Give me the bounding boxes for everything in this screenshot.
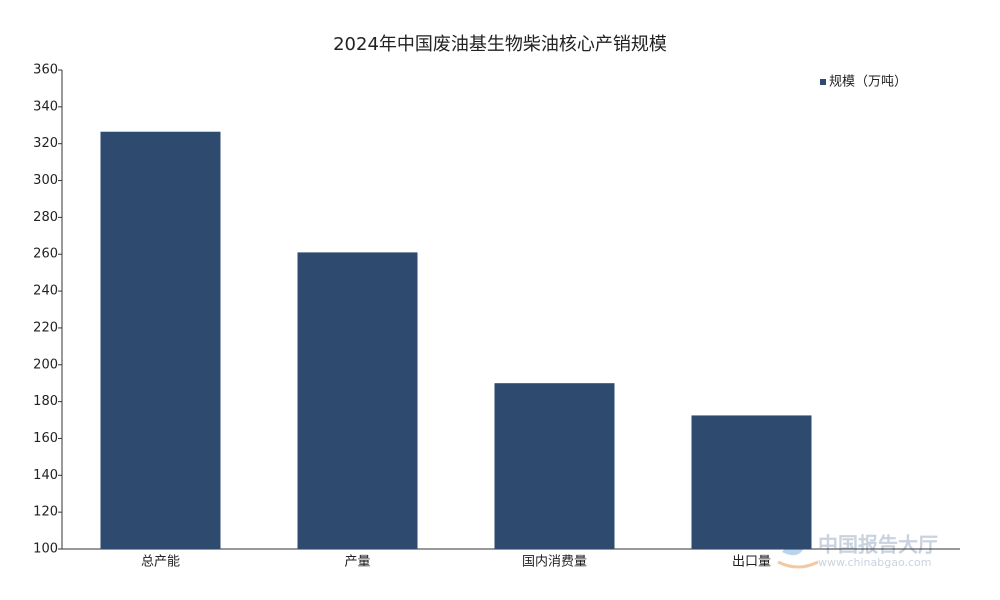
y-tick-label: 260 <box>33 247 58 262</box>
watermark: 中国报告大厅 www.chinabgao.com <box>777 533 938 569</box>
legend-label: 规模（万吨） <box>829 75 907 90</box>
x-tick-label: 国内消费量 <box>522 554 587 570</box>
y-tick-label: 280 <box>33 210 58 225</box>
watermark-name: 中国报告大厅 <box>818 533 938 557</box>
y-tick-label: 180 <box>33 394 58 409</box>
y-tick-label: 300 <box>33 173 58 188</box>
y-tick-label: 100 <box>33 542 58 557</box>
y-tick-label: 320 <box>33 136 58 151</box>
y-tick-label: 200 <box>33 357 58 372</box>
y-tick-label: 160 <box>33 431 58 446</box>
bar <box>494 383 615 549</box>
x-tick-label: 出口量 <box>732 555 771 570</box>
y-tick-label: 120 <box>33 505 58 520</box>
y-tick-label: 240 <box>33 284 58 299</box>
y-tick-label: 360 <box>33 63 58 78</box>
watermark-logo <box>777 560 819 569</box>
y-tick-label: 340 <box>33 99 58 114</box>
bar <box>691 415 812 549</box>
x-tick-label: 总产能 <box>141 555 180 570</box>
watermark-url: www.chinabgao.com <box>818 556 932 569</box>
legend-swatch <box>820 79 826 85</box>
bar <box>100 131 221 550</box>
bar <box>297 252 418 549</box>
y-tick-label: 140 <box>33 468 58 483</box>
chart-title: 2024年中国废油基生物柴油核心产销规模 <box>333 34 667 55</box>
x-tick-label: 产量 <box>344 555 370 570</box>
y-tick-label: 220 <box>33 320 58 335</box>
